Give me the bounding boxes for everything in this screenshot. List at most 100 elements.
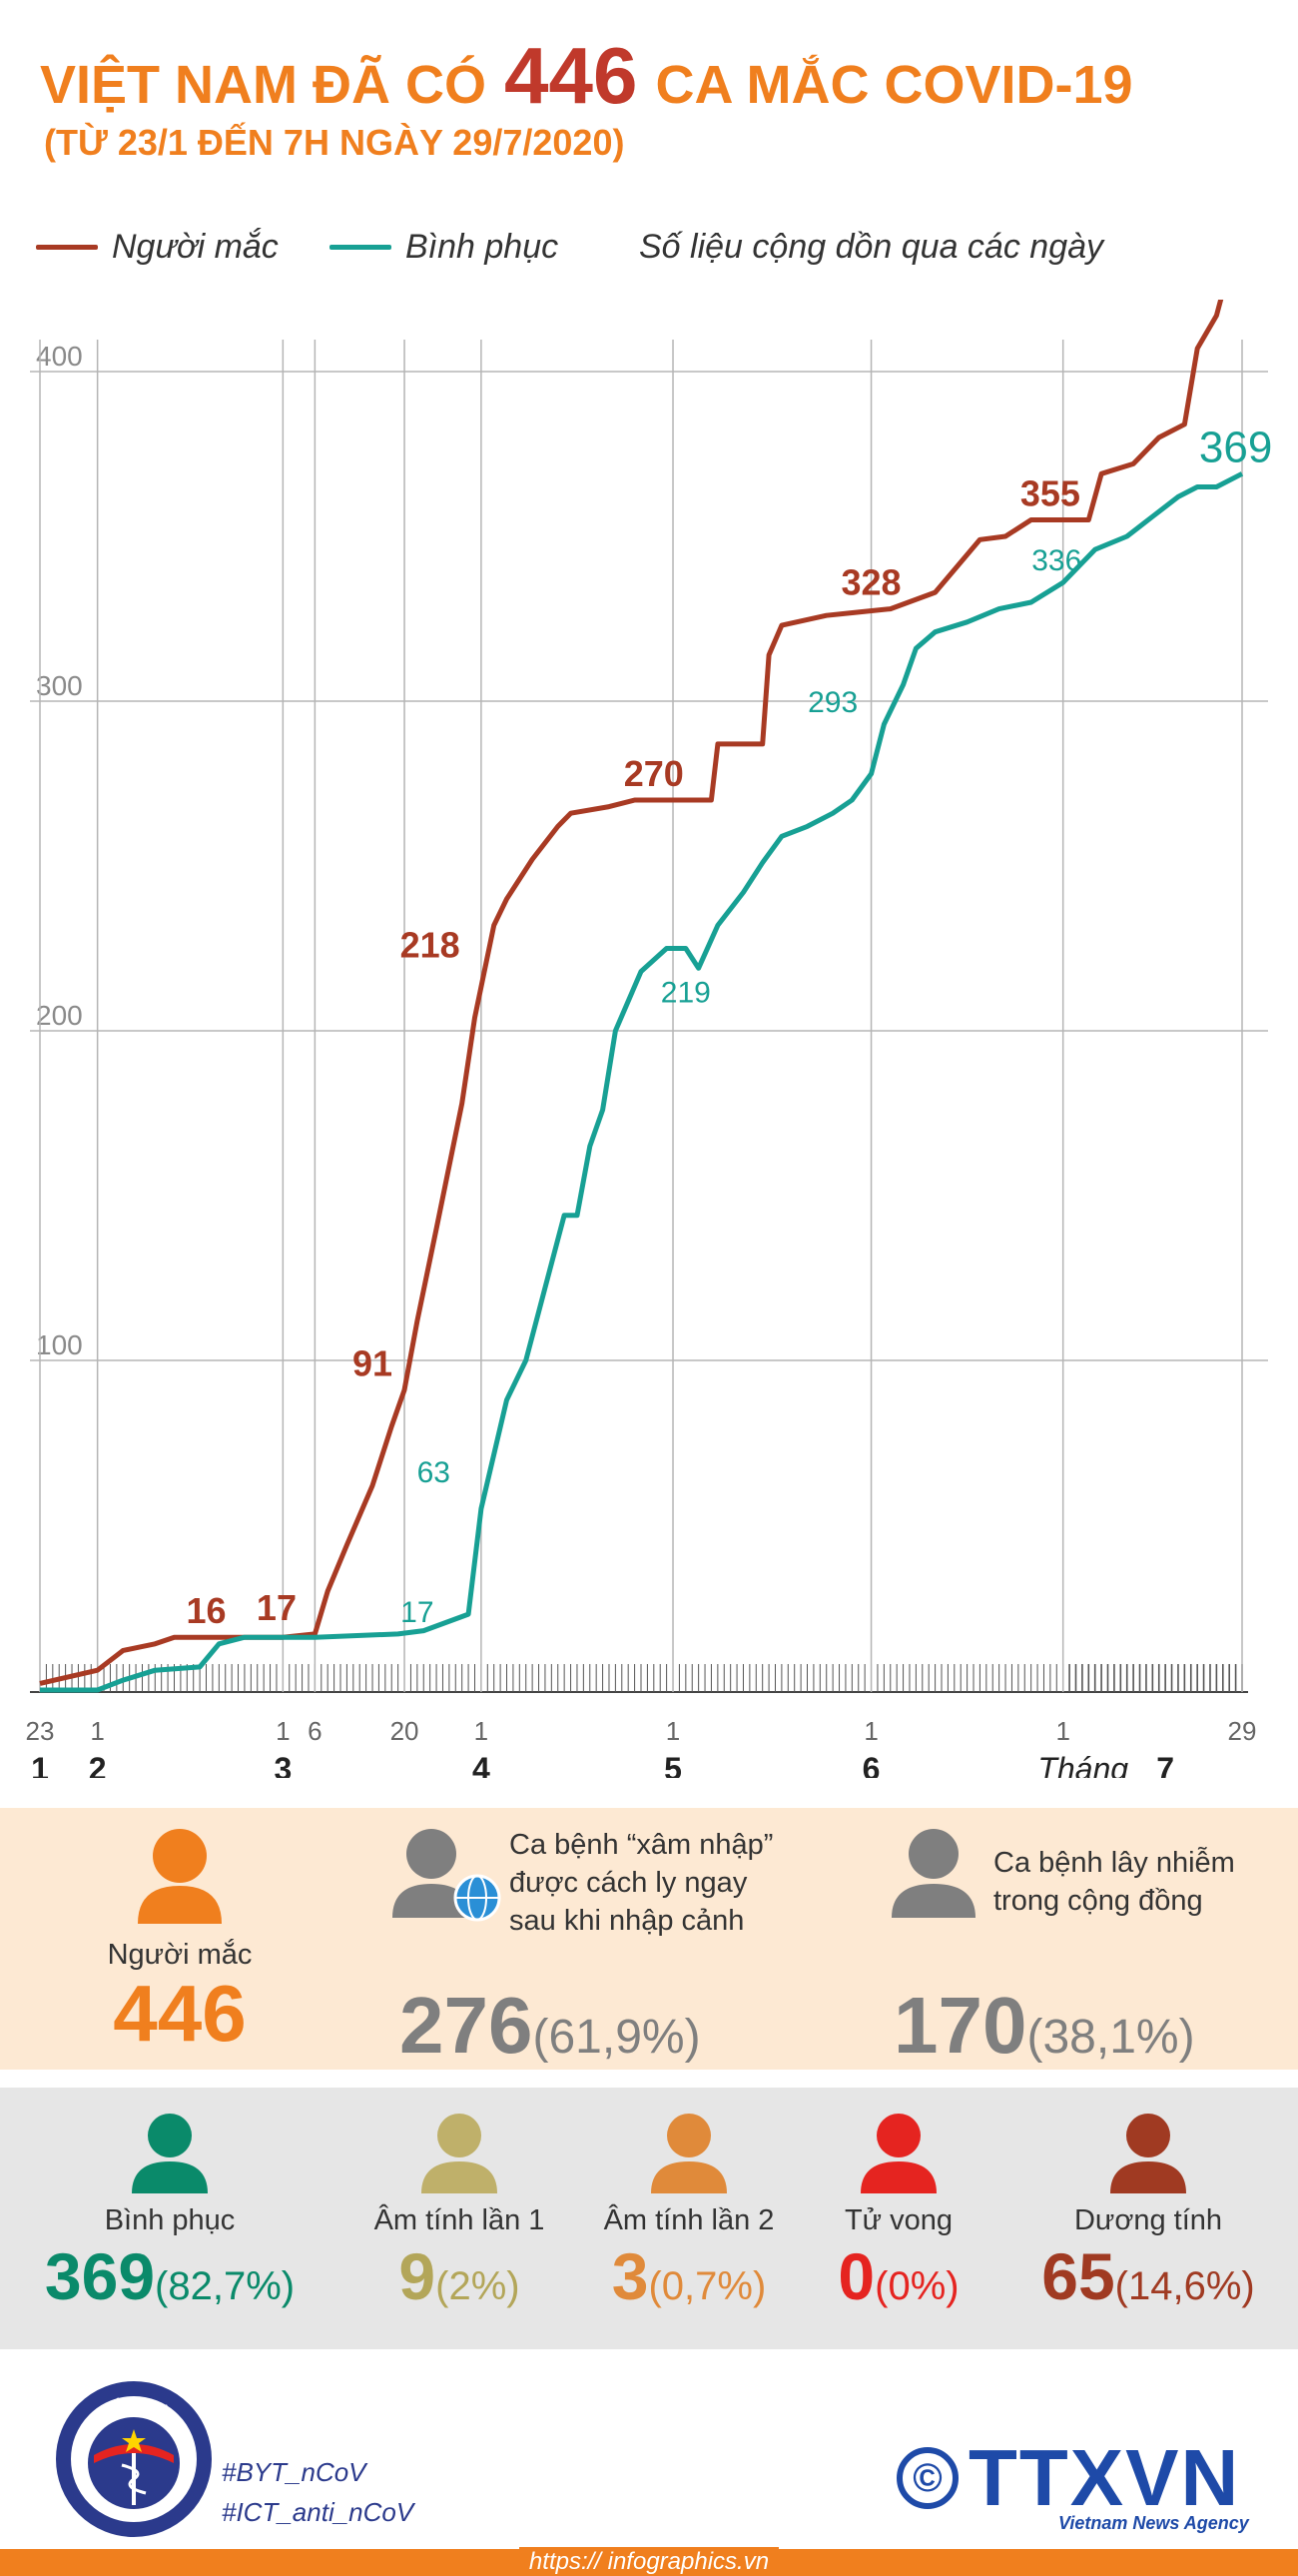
stat-total-cases-label: Người mắc	[107, 1939, 253, 1971]
stat-deaths-value: 0	[838, 2239, 876, 2313]
month-label: 3	[274, 1751, 292, 1778]
stat-negative-2-value: 3	[611, 2239, 649, 2313]
website-link[interactable]: https:// infographics.vn	[519, 2547, 779, 2576]
x-tick-label: 6	[308, 1716, 322, 1746]
stat-total-cases: Người mắc 446	[70, 1826, 290, 2054]
page-subtitle: (TỪ 23/1 ĐẾN 7H NGÀY 29/7/2020)	[44, 122, 625, 163]
stat-negative-1-label: Âm tính lần 1	[373, 2204, 545, 2236]
stat-imported-label-1: Ca bệnh “xâm nhập”	[509, 1829, 774, 1861]
stat-recovered-pct: (82,7%)	[155, 2264, 296, 2308]
hashtag-byt: #BYT_nCoV	[222, 2457, 366, 2487]
person-icon	[892, 1829, 975, 1918]
legend-recovered-swatch	[329, 245, 391, 250]
stat-recovered: Bình phục 369(82,7%)	[20, 2112, 320, 2309]
x-tick-label: 23	[26, 1716, 55, 1746]
person-icon	[651, 2114, 727, 2193]
data-label-recovered: 336	[1031, 544, 1081, 577]
stat-positive-value: 65	[1041, 2239, 1115, 2313]
stat-deaths-label: Tử vong	[844, 2204, 954, 2236]
ministry-of-health-logo: BỘ Y TẾ MINISTRY OF HEALTH	[56, 2381, 212, 2537]
data-label-cases: 270	[624, 753, 684, 794]
status-panel: Bình phục 369(82,7%) Âm tính lần 1 9(2%)…	[0, 2088, 1298, 2349]
data-label-cases: 328	[842, 562, 902, 603]
data-label-cases: 16	[186, 1590, 226, 1631]
stat-community-pct: (38,1%)	[1026, 2011, 1195, 2064]
stat-negative-2-pct: (0,7%)	[648, 2264, 767, 2308]
person-icon	[421, 2114, 497, 2193]
person-icon	[861, 2114, 937, 2193]
legend-cases-swatch	[36, 245, 98, 250]
x-tick-label: 1	[864, 1716, 878, 1746]
data-label-recovered: 293	[808, 686, 858, 719]
x-tick-label: 29	[1228, 1716, 1257, 1746]
page-title: VIỆT NAM ĐÃ CÓ 446 CA MẮC COVID-19	[40, 30, 1133, 120]
data-label-recovered: 17	[400, 1596, 433, 1629]
y-tick-label: 200	[36, 1000, 83, 1031]
title-prefix: VIỆT NAM ĐÃ CÓ	[40, 55, 487, 115]
data-label-cases: 218	[400, 925, 460, 966]
person-icon	[1110, 2114, 1186, 2193]
stat-negative-1: Âm tính lần 1 9(2%)	[359, 2112, 559, 2309]
legend-recovered: Bình phục	[329, 228, 558, 267]
month-label: 1	[31, 1751, 49, 1778]
data-label-recovered: 63	[417, 1456, 450, 1489]
stat-imported-label-3: sau khi nhập cảnh	[509, 1905, 745, 1937]
title-number: 446	[504, 31, 638, 120]
x-tick-label: 1	[276, 1716, 290, 1746]
stat-positive-pct: (14,6%)	[1114, 2264, 1255, 2308]
month-label: 5	[664, 1751, 682, 1778]
month-label: 2	[89, 1751, 107, 1778]
title-suffix: CA MẮC COVID-19	[655, 55, 1133, 115]
x-tick-label: 1	[90, 1716, 104, 1746]
stat-community-label-1: Ca bệnh lây nhiễm	[993, 1847, 1235, 1879]
person-icon	[138, 1829, 222, 1924]
hashtag-ict: #ICT_anti_nCoV	[222, 2497, 414, 2527]
legend-note: Số liệu cộng dồn qua các ngày	[639, 228, 1104, 266]
stat-negative-2: Âm tính lần 2 3(0,7%)	[589, 2112, 789, 2309]
data-label-recovered: 219	[661, 976, 711, 1009]
x-tick-label: 1	[1055, 1716, 1069, 1746]
legend-recovered-label: Bình phục	[405, 228, 559, 266]
month-label: 7	[1156, 1751, 1174, 1778]
x-tick-label: 20	[390, 1716, 419, 1746]
stat-deaths: Tử vong 0(0%)	[809, 2112, 988, 2309]
chart-x-axis: 23 1 1 6 20 1 1 1 1 291 2 3 4 5 6 Tháng 7	[26, 1716, 1257, 1778]
stat-negative-1-pct: (2%)	[435, 2264, 520, 2308]
x-tick-label: 1	[666, 1716, 680, 1746]
stat-recovered-label: Bình phục	[104, 2204, 236, 2236]
y-tick-label: 400	[36, 341, 83, 372]
stat-imported-value: 276	[399, 1981, 533, 2070]
stat-positive: Dương tính 65(14,6%)	[1008, 2112, 1288, 2309]
stat-community-value: 170	[894, 1981, 1027, 2070]
data-label-cases: 355	[1020, 473, 1080, 514]
copyright-icon: ©	[897, 2447, 959, 2509]
chart-labels: 1617912182703283554461763219293336369	[186, 423, 1272, 1631]
ttxvn-logo: TTXVN	[969, 2433, 1241, 2522]
stat-positive-label: Dương tính	[1073, 2204, 1223, 2236]
chart-series	[39, 300, 1244, 1693]
stat-negative-2-label: Âm tính lần 2	[603, 2204, 775, 2236]
stat-imported-label-2: được cách ly ngay	[509, 1867, 748, 1899]
y-tick-label: 300	[36, 670, 83, 701]
data-label-cases: 17	[257, 1587, 297, 1628]
stat-deaths-pct: (0%)	[875, 2264, 960, 2308]
series-line-cases	[39, 300, 1224, 1686]
y-tick-label: 100	[36, 1329, 83, 1360]
month-label: 4	[472, 1751, 490, 1778]
legend-cases: Người mắc	[36, 228, 279, 267]
series-line-recovered	[40, 471, 1244, 1693]
stat-imported-pct: (61,9%)	[532, 2011, 701, 2064]
person-icon	[132, 2114, 208, 2193]
stat-recovered-value: 369	[44, 2239, 156, 2313]
ttxvn-subtitle: Vietnam News Agency	[1058, 2513, 1249, 2533]
daily-tick-marks	[39, 1664, 1243, 1692]
month-label: Tháng	[1037, 1751, 1128, 1778]
data-label-recovered: 369	[1199, 423, 1272, 471]
stat-negative-1-value: 9	[398, 2239, 436, 2313]
cases-panel: Người mắc 446 Ca bệnh “xâm nhập” được cá…	[0, 1808, 1298, 2070]
x-tick-label: 1	[474, 1716, 488, 1746]
data-label-cases: 91	[352, 1343, 392, 1384]
stat-community-label-2: trong cộng đồng	[993, 1885, 1203, 1917]
stat-total-cases-value: 446	[113, 1969, 247, 2058]
